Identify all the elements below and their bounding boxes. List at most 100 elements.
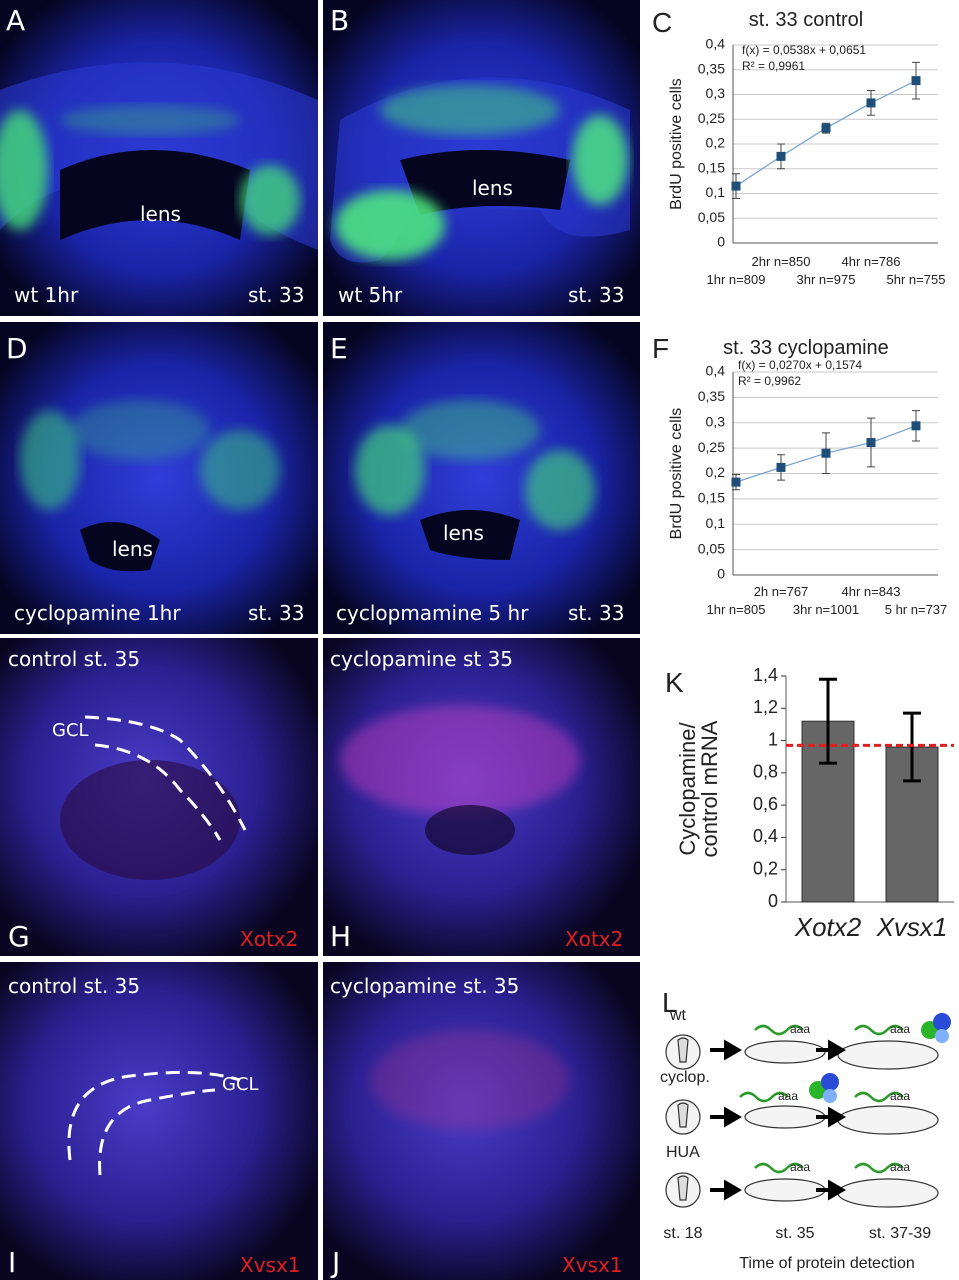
y-tick-label: 0,6	[753, 794, 778, 814]
y-tick-label: 0,3	[706, 413, 726, 429]
annotation: R² = 0,9961	[742, 59, 805, 73]
panel-letter: F	[652, 333, 669, 364]
y-tick-label: 0,4	[706, 36, 726, 52]
mrna-label: aaa	[778, 1089, 798, 1103]
panel-letter: D	[6, 332, 28, 365]
chart-title: st. 33 cyclopamine	[723, 337, 889, 359]
y-tick-label: 0,35	[698, 60, 725, 76]
mrna-label: aaa	[790, 1022, 810, 1036]
marker	[776, 462, 786, 472]
y-tick-label: 0,4	[706, 363, 726, 379]
row-label: wt	[669, 1007, 687, 1024]
stage: st. 33	[568, 283, 624, 307]
caption: Time of protein detection	[739, 1255, 915, 1272]
x-tick-label: 1hr n=809	[707, 272, 766, 287]
label: lens	[443, 521, 484, 545]
caption: control st. 35	[8, 647, 140, 671]
stage: st. 33	[248, 283, 304, 307]
panel-letter: H	[330, 920, 351, 953]
marker: Xotx2	[565, 927, 623, 951]
marker	[911, 421, 921, 431]
micrograph-g: control st. 35 GCL G Xotx2	[0, 638, 318, 956]
row-label: HUA	[666, 1144, 700, 1161]
annotation: R² = 0,9962	[738, 374, 801, 388]
x-tick-label: Xotx2	[794, 912, 862, 942]
y-axis-label: Cyclopamine/	[675, 721, 700, 855]
y-tick-label: 0	[768, 891, 778, 911]
y-tick-label: 0,1	[706, 184, 726, 200]
stage-label: st. 35	[775, 1225, 814, 1242]
y-tick-label: 1	[768, 729, 778, 749]
y-tick-label: 0,8	[753, 762, 778, 782]
y-axis-label: control mRNA	[697, 720, 722, 857]
y-tick-label: 1,2	[753, 697, 778, 717]
stage-label: st. 18	[663, 1225, 702, 1242]
micrograph-i: control st. 35 GCL I Xvsx1	[0, 962, 318, 1280]
marker	[866, 98, 876, 108]
panel-letter: K	[665, 667, 684, 698]
panel-letter: J	[330, 1246, 340, 1279]
caption: wt 1hr	[14, 283, 79, 307]
stage-label: st. 37-39	[869, 1225, 931, 1242]
x-tick-label: 2hr n=850	[752, 254, 811, 269]
micrograph-a: A lens wt 1hr st. 33	[0, 0, 318, 316]
marker	[821, 123, 831, 133]
panel-letter: B	[330, 4, 349, 37]
caption: control st. 35	[8, 974, 140, 998]
row-label: cyclop.	[660, 1069, 710, 1086]
panel-letter: E	[330, 332, 348, 365]
y-tick-label: 0,4	[753, 826, 778, 846]
x-tick-label: 4hr n=843	[842, 584, 901, 599]
label: GCL	[222, 1074, 259, 1095]
y-tick-label: 0,25	[698, 439, 725, 455]
marker: Xotx2	[240, 927, 298, 951]
mrna-label: aaa	[890, 1160, 910, 1174]
panel-letter: I	[8, 1246, 16, 1279]
caption: cyclopamine 1hr	[14, 601, 181, 625]
annotation: f(x) = 0,0538x + 0,0651	[742, 43, 866, 57]
y-tick-label: 0,2	[706, 135, 726, 151]
panel-letter: G	[8, 920, 30, 953]
x-tick-label: 1hr n=805	[707, 602, 766, 617]
caption: wt 5hr	[338, 283, 403, 307]
schematic: L wt cyclop. HUA aaa aaa aaa aaa aaa aaa…	[660, 987, 951, 1272]
annotation: f(x) = 0,0270x + 0,1574	[738, 358, 862, 372]
x-tick-label: Xvsx1	[876, 912, 948, 942]
panel-letter: C	[652, 7, 672, 38]
marker	[866, 438, 876, 448]
marker	[731, 181, 741, 191]
label: GCL	[52, 720, 89, 741]
marker: Xvsx1	[562, 1253, 623, 1277]
mrna-label: aaa	[890, 1022, 910, 1036]
y-tick-label: 0,15	[698, 159, 725, 175]
label: lens	[112, 537, 153, 561]
micrograph-b: B lens wt 5hr st. 33	[323, 0, 640, 316]
y-tick-label: 0	[717, 566, 725, 582]
y-tick-label: 0,1	[706, 515, 726, 531]
x-tick-label: 2h n=767	[754, 584, 809, 599]
marker	[776, 151, 786, 161]
x-tick-label: 5hr n=755	[887, 272, 946, 287]
y-tick-label: 0	[717, 234, 725, 250]
y-tick-label: 0,15	[698, 490, 725, 506]
x-tick-label: 5 hr n=737	[885, 602, 948, 617]
y-tick-label: 0,25	[698, 110, 725, 126]
marker	[911, 76, 921, 86]
y-axis-label: BrdU positive cells	[668, 78, 685, 210]
marker: Xvsx1	[240, 1253, 301, 1277]
marker	[821, 448, 831, 458]
marker	[731, 477, 741, 487]
panel-letter: L	[662, 987, 678, 1018]
mrna-label: aaa	[790, 1160, 810, 1174]
label: lens	[472, 176, 513, 200]
y-axis-label: BrdU positive cells	[668, 408, 685, 540]
y-tick-label: 0,2	[753, 858, 778, 878]
panel-letter: A	[6, 4, 25, 37]
mrna-label: aaa	[890, 1089, 910, 1103]
stage: st. 33	[568, 601, 624, 625]
label: lens	[140, 202, 181, 226]
micrograph-d: D lens cyclopamine 1hr st. 33	[0, 322, 318, 634]
y-tick-label: 0,05	[698, 540, 725, 556]
x-tick-label: 4hr n=786	[842, 254, 901, 269]
y-tick-label: 0,3	[706, 85, 726, 101]
